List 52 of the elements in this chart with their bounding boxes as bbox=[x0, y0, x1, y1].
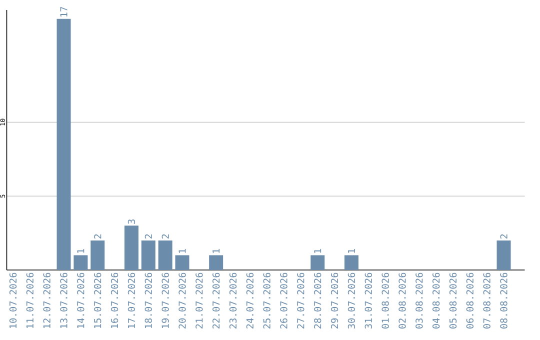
x-tick-label: 10.07.2026 bbox=[9, 272, 17, 328]
x-tick-label: 07.08.2026 bbox=[483, 272, 490, 329]
x-tick-label: 27.07.2026 bbox=[297, 272, 304, 328]
x-tick-label: 26.07.2026 bbox=[280, 272, 288, 328]
x-tick-label: 24.07.2026 bbox=[246, 272, 254, 328]
x-tick-label: 11.07.2026 bbox=[26, 272, 34, 328]
x-tick-label: 08.08.2026 bbox=[500, 272, 508, 329]
bar bbox=[158, 240, 172, 270]
x-tick-label: 23.07.2026 bbox=[229, 272, 237, 328]
data-label: 2 bbox=[162, 234, 169, 239]
x-tick-label: 12.07.2026 bbox=[43, 272, 50, 328]
bar bbox=[310, 255, 325, 270]
x-tick-label: 20.07.2026 bbox=[178, 272, 186, 328]
data-label: 3 bbox=[128, 220, 136, 224]
x-tick-label: 17.07.2026 bbox=[128, 272, 136, 328]
x-tick-label: 31.07.2026 bbox=[364, 272, 372, 329]
x-tick-label: 29.07.2026 bbox=[330, 272, 338, 328]
bar bbox=[74, 255, 88, 270]
data-label: 1 bbox=[178, 248, 186, 253]
x-tick-label: 19.07.2026 bbox=[162, 272, 169, 328]
x-tick-label: 30.07.2026 bbox=[348, 272, 356, 329]
data-label: 2 bbox=[94, 234, 102, 239]
x-tick-label: 22.07.2026 bbox=[212, 272, 220, 328]
x-tick-label: 14.07.2026 bbox=[77, 272, 84, 328]
x-tick-label: 16.07.2026 bbox=[110, 272, 118, 328]
bar bbox=[124, 226, 138, 270]
x-tick-label: 18.07.2026 bbox=[144, 272, 152, 328]
bar bbox=[209, 255, 224, 270]
x-tick-label: 04.08.2026 bbox=[432, 272, 440, 329]
bar bbox=[56, 18, 71, 270]
bar bbox=[344, 255, 358, 270]
bar bbox=[141, 240, 156, 270]
x-tick-label: 15.07.2026 bbox=[94, 272, 102, 328]
data-label: 1 bbox=[212, 248, 220, 253]
data-label: 2 bbox=[500, 234, 508, 239]
data-label: 2 bbox=[144, 234, 152, 239]
data-label: 1 bbox=[77, 248, 84, 253]
data-label: 17 bbox=[60, 6, 68, 17]
bar bbox=[175, 255, 190, 270]
x-tick-label: 13.07.2026 bbox=[60, 272, 68, 328]
bar bbox=[90, 240, 105, 270]
data-label: 1 bbox=[314, 248, 322, 253]
x-tick-label: 03.08.2026 bbox=[416, 272, 423, 329]
x-tick-label: 25.07.2026 bbox=[263, 272, 270, 328]
x-tick-label: 01.08.2026 bbox=[382, 272, 389, 329]
x-tick-label: 02.08.2026 bbox=[398, 272, 406, 329]
x-tick-label: 28.07.2026 bbox=[314, 272, 322, 328]
bar bbox=[496, 240, 511, 270]
data-label: 1 bbox=[348, 248, 355, 253]
x-tick-label: 06.08.2026 bbox=[466, 272, 474, 329]
x-tick-label: 05.08.2026 bbox=[449, 272, 457, 329]
x-tick-label: 21.07.2026 bbox=[196, 272, 203, 328]
